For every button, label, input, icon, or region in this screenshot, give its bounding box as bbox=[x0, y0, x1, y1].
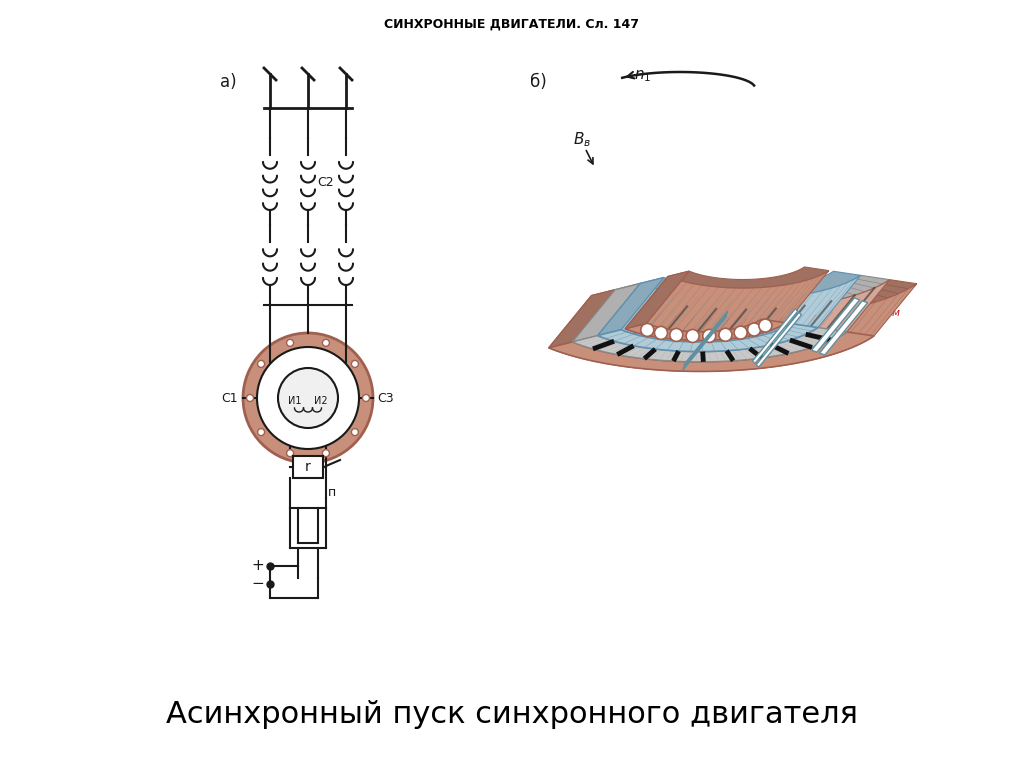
Circle shape bbox=[702, 329, 716, 342]
Circle shape bbox=[654, 327, 668, 340]
Circle shape bbox=[287, 339, 294, 347]
Circle shape bbox=[258, 429, 264, 436]
Text: И2: И2 bbox=[314, 396, 328, 406]
Polygon shape bbox=[572, 328, 847, 362]
Circle shape bbox=[257, 347, 359, 449]
Polygon shape bbox=[598, 324, 818, 351]
Circle shape bbox=[734, 326, 748, 339]
Text: б): б) bbox=[529, 73, 547, 91]
Text: СИНХРОННЫЕ ДВИГАТЕЛИ. Сл. 147: СИНХРОННЫЕ ДВИГАТЕЛИ. Сл. 147 bbox=[384, 18, 640, 31]
Text: C1: C1 bbox=[221, 391, 238, 404]
Text: $F_{эм}$: $F_{эм}$ bbox=[877, 301, 901, 319]
Polygon shape bbox=[598, 278, 664, 336]
Circle shape bbox=[247, 394, 254, 401]
Circle shape bbox=[243, 333, 373, 463]
Circle shape bbox=[351, 360, 358, 367]
Circle shape bbox=[323, 339, 330, 347]
Circle shape bbox=[641, 324, 653, 337]
Polygon shape bbox=[625, 319, 786, 341]
Polygon shape bbox=[683, 315, 726, 370]
Polygon shape bbox=[549, 284, 916, 371]
Text: −: − bbox=[251, 577, 264, 591]
Circle shape bbox=[670, 328, 683, 341]
Circle shape bbox=[719, 328, 732, 341]
Polygon shape bbox=[819, 301, 867, 355]
Text: а): а) bbox=[220, 73, 237, 91]
Polygon shape bbox=[668, 267, 828, 288]
Circle shape bbox=[323, 449, 330, 456]
Polygon shape bbox=[572, 283, 640, 342]
Text: r: r bbox=[305, 460, 311, 474]
Polygon shape bbox=[640, 272, 860, 299]
Polygon shape bbox=[549, 332, 874, 371]
Text: +: + bbox=[251, 558, 264, 574]
Circle shape bbox=[362, 394, 370, 401]
Circle shape bbox=[258, 360, 264, 367]
Text: C3: C3 bbox=[377, 391, 393, 404]
Polygon shape bbox=[753, 309, 798, 364]
Polygon shape bbox=[812, 298, 859, 352]
Text: $B_в$: $B_в$ bbox=[573, 130, 591, 150]
Polygon shape bbox=[549, 290, 615, 347]
Circle shape bbox=[287, 449, 294, 456]
Circle shape bbox=[759, 319, 772, 332]
Polygon shape bbox=[572, 280, 890, 362]
Circle shape bbox=[748, 323, 761, 336]
Polygon shape bbox=[625, 271, 828, 341]
FancyBboxPatch shape bbox=[293, 456, 323, 478]
Polygon shape bbox=[615, 275, 890, 310]
Polygon shape bbox=[625, 272, 689, 329]
Polygon shape bbox=[598, 275, 860, 351]
Text: п: п bbox=[328, 486, 336, 499]
Circle shape bbox=[351, 429, 358, 436]
Text: C2: C2 bbox=[317, 176, 334, 189]
Polygon shape bbox=[756, 312, 802, 367]
Polygon shape bbox=[592, 280, 916, 319]
Text: Асинхронный пуск синхронного двигателя: Асинхронный пуск синхронного двигателя bbox=[166, 700, 858, 729]
Circle shape bbox=[686, 330, 699, 343]
Text: $n_1$: $n_1$ bbox=[634, 68, 651, 84]
Text: И1: И1 bbox=[288, 396, 302, 406]
Circle shape bbox=[278, 368, 338, 428]
Polygon shape bbox=[684, 311, 727, 366]
